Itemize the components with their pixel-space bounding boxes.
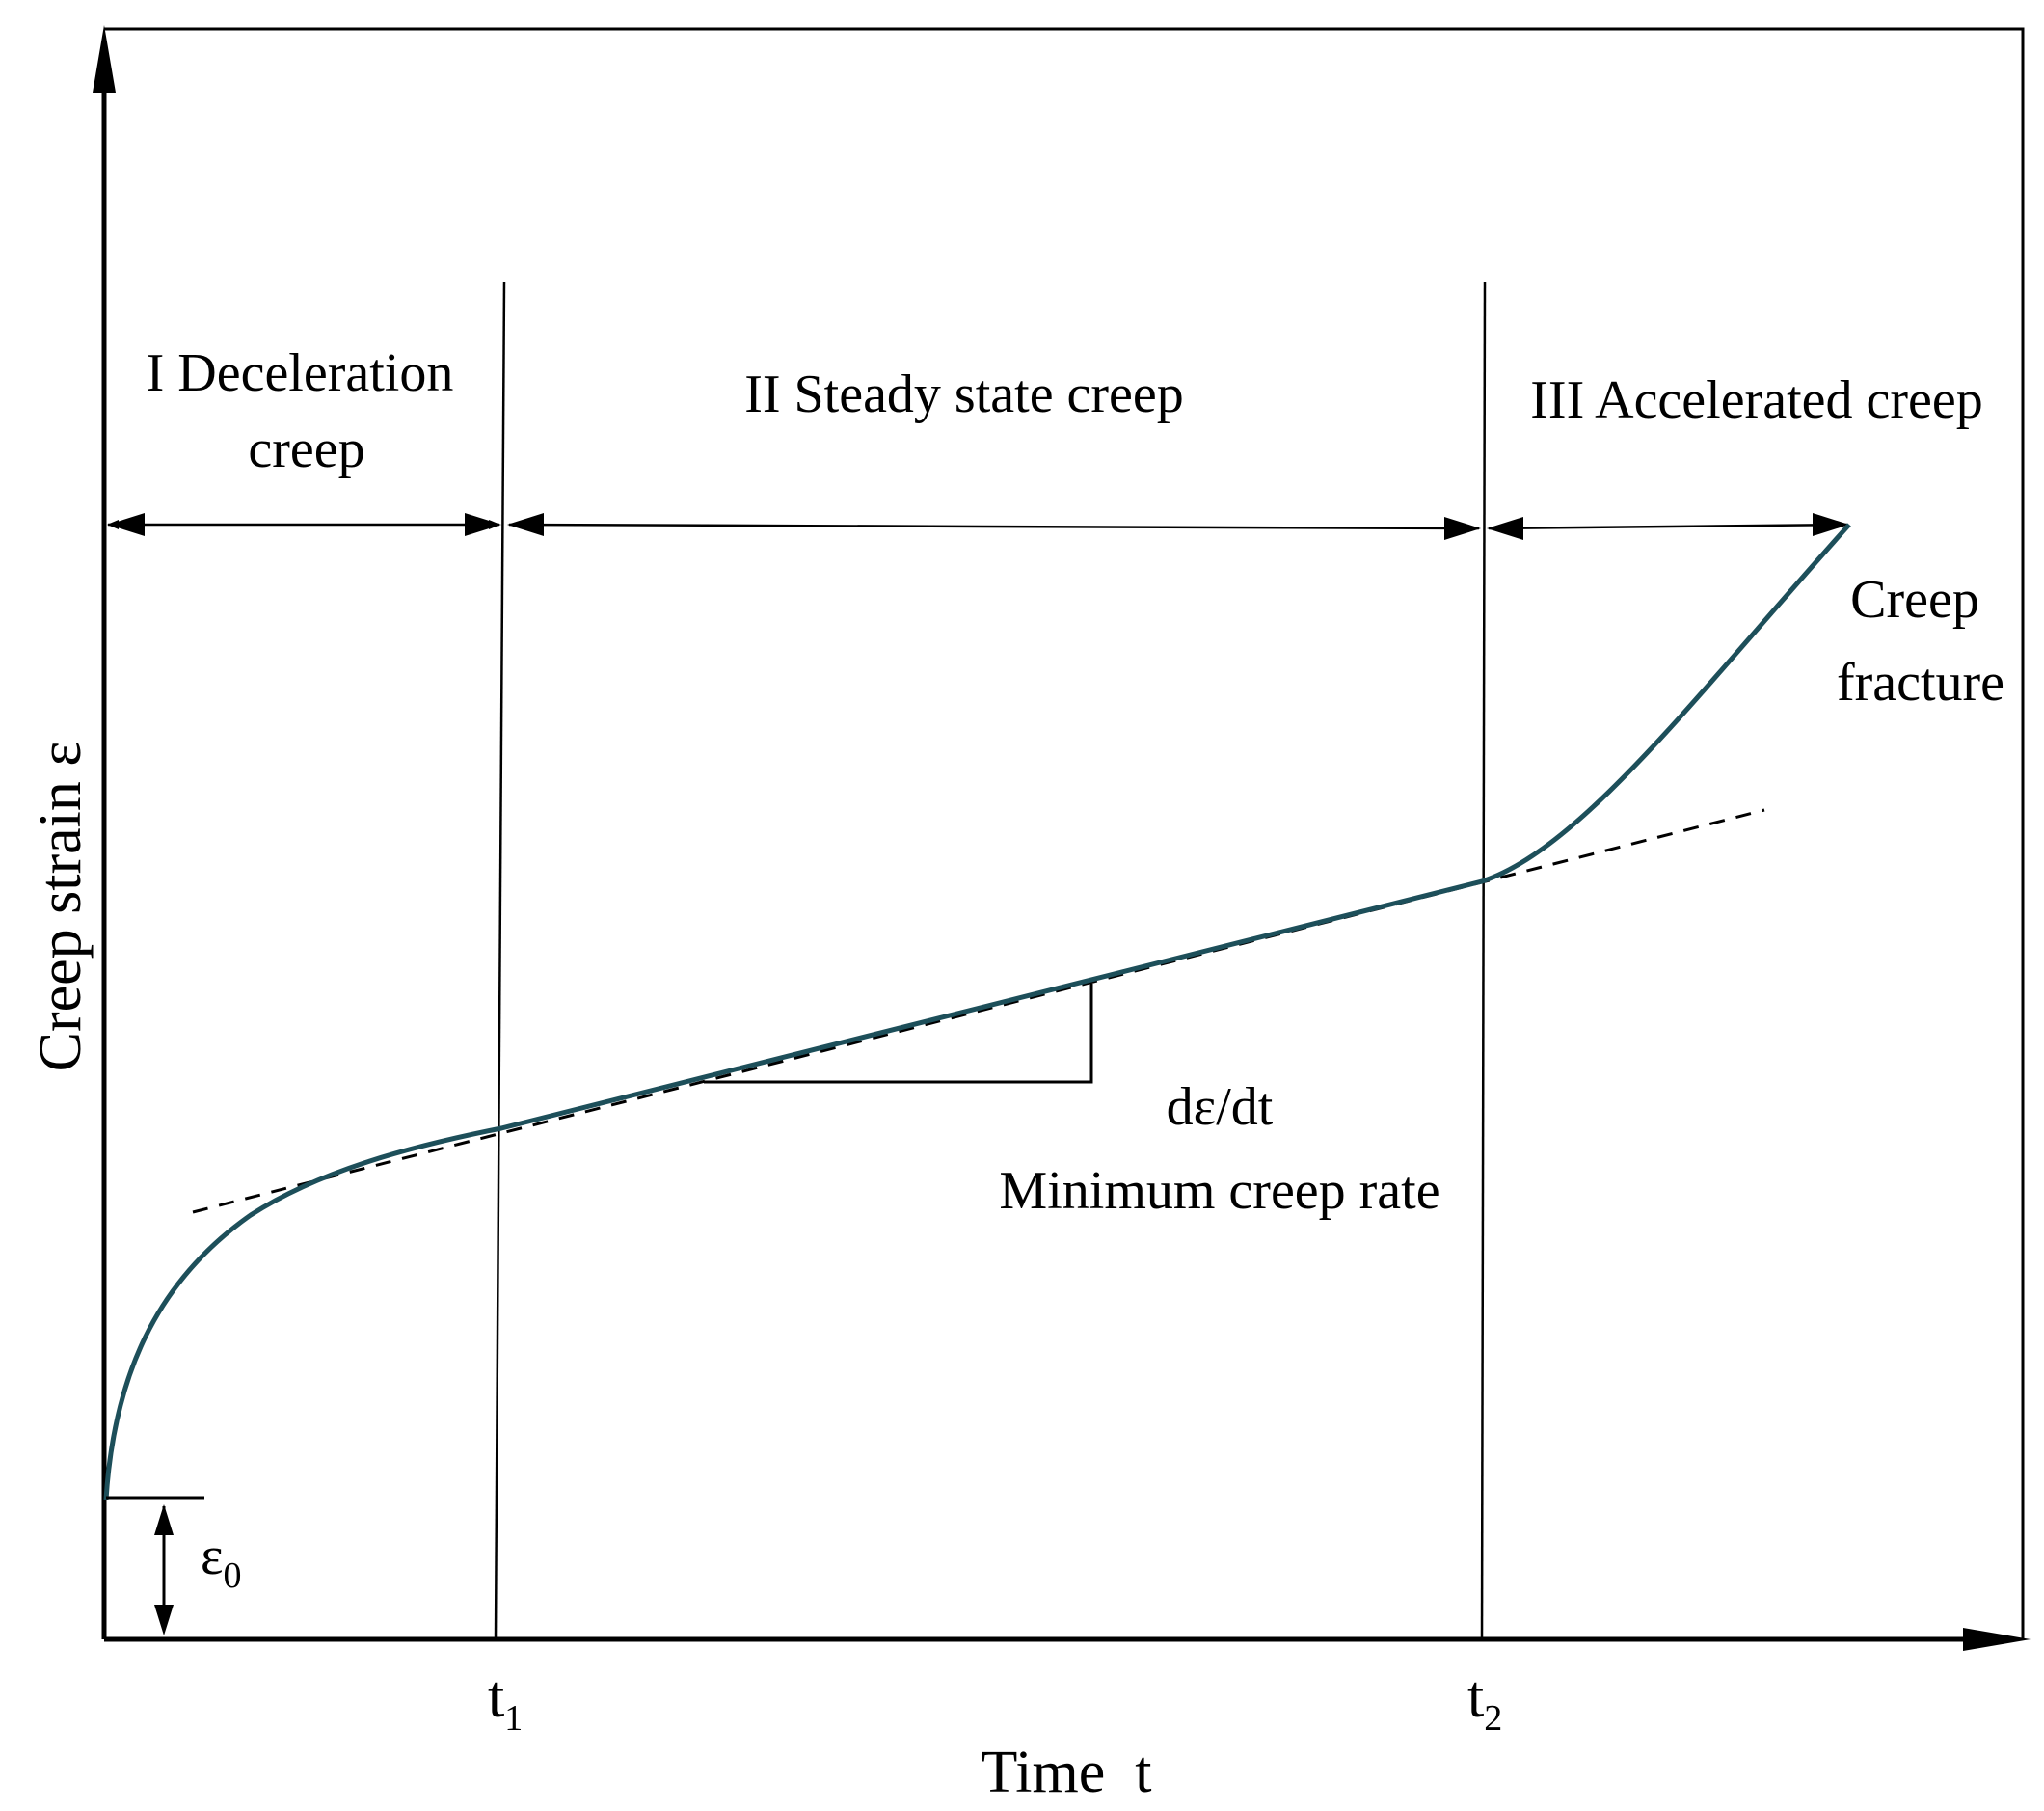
x-axis-arrowhead — [1963, 1628, 2031, 1651]
initial-strain-arrowhead-up — [154, 1504, 174, 1535]
stage1-label-line1: I Deceleration — [147, 343, 454, 403]
t2-subscript: 2 — [1484, 1698, 1502, 1739]
initial-strain-arrowhead-down — [154, 1605, 174, 1635]
stage3-arrowhead-right — [1813, 513, 1849, 536]
t2-symbol: t — [1467, 1664, 1484, 1730]
creep-curve — [103, 523, 1851, 1500]
rate-symbol-label: dε/dt — [1167, 1077, 1274, 1137]
t1-tick-label: t1 — [488, 1664, 523, 1739]
stage2-arrowhead-left — [507, 513, 544, 536]
stage1-arrowhead-right — [465, 513, 501, 536]
y-axis-arrowhead — [93, 25, 116, 93]
initial-strain-subscript: 0 — [224, 1555, 242, 1596]
stage2-label: II Steady state creep — [744, 365, 1184, 424]
stage3-label: III Accelerated creep — [1530, 370, 1982, 430]
initial-strain-symbol: ε — [201, 1527, 224, 1586]
stage2-span-arrow — [508, 523, 1480, 530]
stage3-span-arrow — [1488, 523, 1848, 530]
stage1-label-line2: creep — [248, 419, 364, 479]
stage3-arrowhead-left — [1487, 517, 1523, 540]
fracture-label-line2: fracture — [1837, 653, 2004, 713]
t1-boundary-line — [494, 281, 506, 1640]
stage2-arrowhead-right — [1444, 517, 1481, 540]
plot-frame — [104, 27, 2025, 1639]
y-axis-title: Creep strain ε — [28, 742, 94, 1072]
fracture-label-line1: Creep — [1850, 570, 1979, 630]
initial-strain-label: ε0 — [201, 1527, 242, 1596]
slope-triangle — [704, 984, 1093, 1084]
stage1-arrowhead-left — [108, 513, 145, 536]
t1-symbol: t — [488, 1664, 504, 1730]
minimum-creep-rate-label: Minimum creep rate — [999, 1161, 1439, 1221]
t2-boundary-line — [1480, 281, 1487, 1640]
x-axis-title: Time t — [982, 1740, 1152, 1805]
t2-tick-label: t2 — [1467, 1664, 1502, 1739]
steady-state-tangent-line — [192, 808, 1765, 1214]
t1-subscript: 1 — [504, 1698, 523, 1739]
